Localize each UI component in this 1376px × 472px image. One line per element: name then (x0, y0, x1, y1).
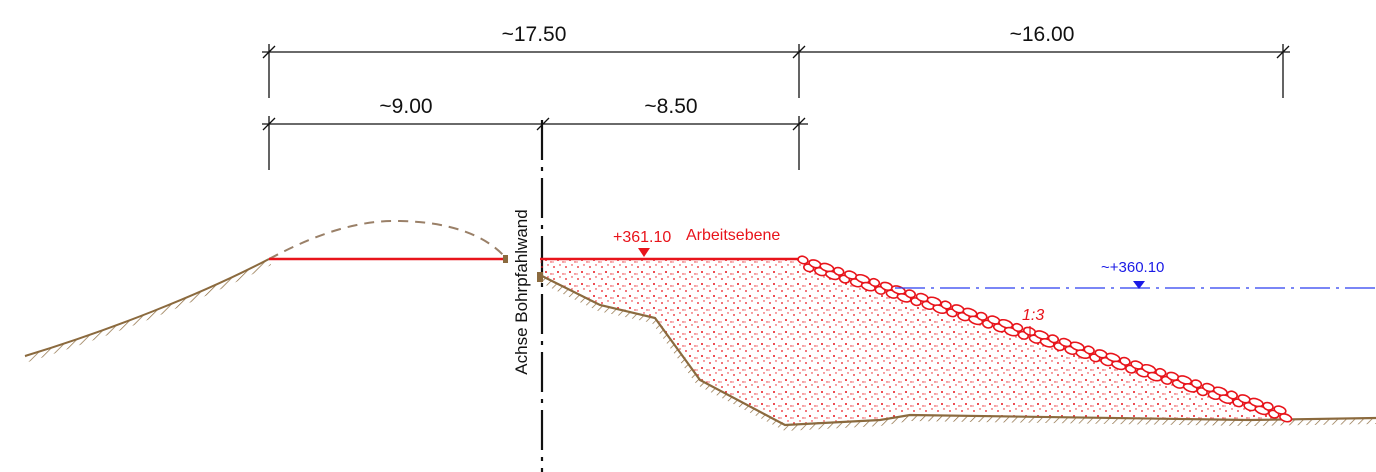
riprap-stone (1279, 413, 1293, 423)
riprap-stone (1190, 379, 1203, 389)
water-level-marker (1133, 281, 1145, 289)
riprap-stone (1226, 390, 1238, 400)
riprap-stone (1083, 345, 1095, 355)
dimension-lower-right: ~8.50 (644, 95, 697, 118)
riprap-stone (797, 255, 809, 265)
riprap-stone (976, 311, 988, 321)
riprap-stone (940, 300, 952, 310)
dimension-top-right: ~16.00 (1010, 23, 1075, 46)
fill-body (540, 257, 1282, 425)
left-embankment (24, 219, 508, 362)
dimension-lines (262, 44, 1290, 170)
riprap-stone (1011, 322, 1024, 333)
working-level-marker (638, 248, 650, 257)
riprap-stone (1155, 367, 1167, 378)
riprap-stones (797, 255, 1293, 423)
riprap-stone (1119, 356, 1131, 366)
working-level-elevation: +361.10 (613, 229, 671, 246)
riprap-stone (1262, 401, 1274, 411)
pile-wall-axis-label: Achse Bohrpfahlwand (512, 209, 531, 374)
riprap-stone (1047, 334, 1060, 344)
working-level-label: Arbeitsebene (686, 227, 780, 244)
dimension-lower-left: ~9.00 (379, 95, 432, 118)
riprap-stone (833, 266, 845, 276)
dimension-top-left: ~17.50 (502, 23, 567, 46)
excavation-ground (537, 272, 1376, 431)
riprap-stone (1273, 405, 1287, 415)
riprap-stone (868, 277, 881, 288)
riprap-stone (904, 289, 916, 299)
slope-ratio-label: 1:3 (1022, 307, 1044, 324)
water-level-elevation: ~+360.10 (1101, 259, 1164, 276)
